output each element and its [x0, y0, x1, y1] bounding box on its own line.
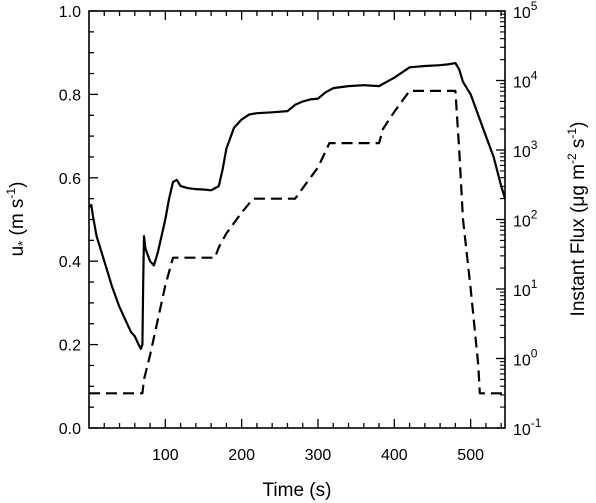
y-left-title-close: ) — [7, 182, 28, 188]
x-tick-label: 200 — [228, 447, 255, 464]
tick-labels: 100 200 300 400 5000.00.20.40.60.81.010-1100… — [59, 0, 542, 464]
y-left-tick-label: 0.4 — [59, 254, 81, 271]
y-right-tick-exp: 5 — [531, 0, 538, 13]
x-tick-label: 300 — [305, 447, 332, 464]
y-right-tick-exp: 3 — [531, 138, 538, 152]
y-left-title-base: u — [7, 246, 28, 257]
y-right-tick-exp: 1 — [531, 277, 538, 291]
y-right-axis-title: Instant Flux (μg m-2 s-1) — [565, 122, 589, 317]
y-left-title-unit: (m s — [7, 199, 28, 241]
y-left-tick-label: 0.6 — [59, 171, 81, 188]
y-right-tick-base: 10 — [513, 283, 531, 300]
y-left-title-star: * — [15, 241, 30, 246]
series-layer — [88, 61, 507, 395]
x-tick-label: 100 — [152, 447, 179, 464]
y-right-tick-base: 10 — [513, 75, 531, 92]
y-right-tick-exp: 0 — [531, 347, 538, 361]
series-ustar-line — [88, 61, 507, 350]
y-right-tick-base: 10 — [513, 422, 531, 439]
y-left-axis-title: u* (m s-1) — [4, 182, 30, 257]
series-flux-line — [89, 89, 505, 395]
y-left-tick-label: 1.0 — [59, 4, 81, 21]
y-right-tick-label: 10-1 — [513, 416, 542, 439]
y-right-tick-label: 105 — [513, 0, 538, 22]
y-right-tick-label: 102 — [513, 208, 538, 231]
y-right-tick-exp: 2 — [531, 208, 538, 222]
x-axis-title: Time (s) — [263, 480, 332, 501]
y-left-tick-label: 0.2 — [59, 338, 81, 355]
x-tick-label: 500 — [457, 447, 484, 464]
axis-ticks — [89, 10, 505, 429]
y-left-tick-label: 0.0 — [59, 421, 81, 438]
y-left-title-exp: -1 — [4, 188, 18, 199]
y-right-tick-exp: 4 — [531, 69, 538, 83]
y-right-tick-label: 101 — [513, 277, 538, 300]
y-right-tick-base: 10 — [513, 214, 531, 231]
y-left-tick-label: 0.8 — [59, 87, 81, 104]
y-right-tick-base: 10 — [513, 144, 531, 161]
y-right-tick-exp: -1 — [531, 416, 542, 430]
x-tick-label: 400 — [381, 447, 408, 464]
y-right-tick-label: 100 — [513, 347, 538, 370]
y-right-tick-base: 10 — [513, 353, 531, 370]
y-right-title-text: Instant Flux (μg m — [568, 164, 589, 316]
y-right-title-exp1: -2 — [565, 153, 579, 164]
y-right-tick-label: 104 — [513, 69, 538, 92]
y-right-title-mid: s — [568, 139, 589, 154]
y-right-tick-label: 103 — [513, 138, 538, 161]
y-right-title-exp2: -1 — [565, 128, 579, 139]
y-right-tick-base: 10 — [513, 5, 531, 22]
y-right-title-close: ) — [568, 122, 589, 128]
plot-frame — [88, 10, 506, 429]
